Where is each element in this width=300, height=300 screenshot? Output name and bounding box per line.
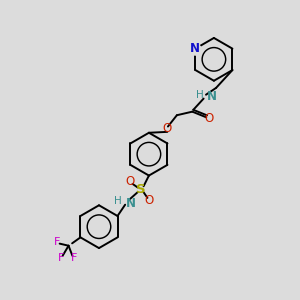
Text: N: N (190, 42, 200, 55)
Text: N: N (126, 197, 136, 210)
Text: F: F (58, 253, 64, 263)
Text: O: O (144, 194, 154, 207)
Text: F: F (54, 237, 61, 247)
Text: O: O (163, 122, 172, 135)
Text: H: H (114, 196, 122, 206)
Text: S: S (136, 183, 146, 196)
Text: O: O (204, 112, 213, 125)
Text: F: F (71, 253, 77, 263)
Text: O: O (126, 175, 135, 188)
Text: N: N (207, 90, 217, 103)
Text: H: H (196, 90, 204, 100)
